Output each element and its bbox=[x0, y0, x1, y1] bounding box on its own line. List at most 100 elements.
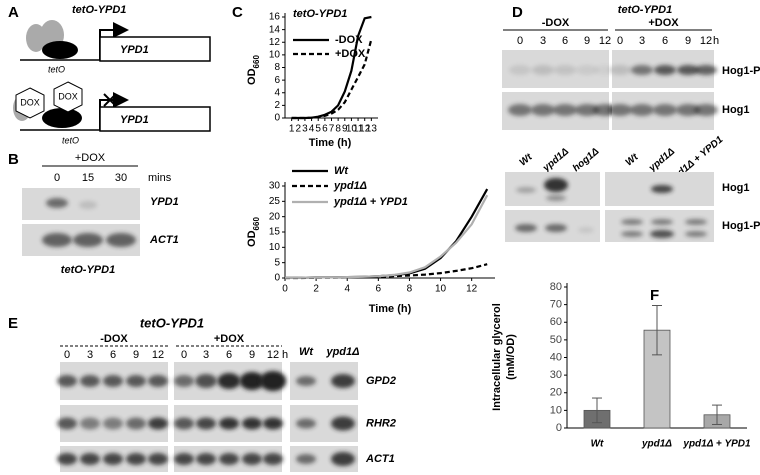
lane-label: 9 bbox=[249, 349, 255, 361]
strain-label: ypd1Δ bbox=[325, 346, 359, 358]
blot-band bbox=[103, 417, 123, 430]
blot-band bbox=[653, 104, 677, 116]
lane-label: 6 bbox=[662, 35, 668, 47]
y-tick-label: 20 bbox=[550, 387, 562, 399]
row-label: ACT1 bbox=[365, 453, 395, 465]
lane-label: 3 bbox=[540, 35, 546, 47]
lane-label: 12 bbox=[267, 349, 279, 361]
blot-title: tetO-YPD1 bbox=[140, 315, 204, 330]
panel-label: A bbox=[8, 4, 19, 21]
x-tick-label: 12 bbox=[359, 124, 371, 135]
x-tick-label: 4 bbox=[309, 124, 315, 135]
dox-label: DOX bbox=[20, 97, 40, 107]
blot-band bbox=[126, 375, 146, 387]
blot-band bbox=[553, 104, 577, 116]
blot-band bbox=[259, 371, 287, 391]
blot-band bbox=[578, 227, 594, 233]
x-tick-label: 2 bbox=[296, 124, 302, 135]
blot-band bbox=[695, 65, 717, 75]
lane-label: 3 bbox=[639, 35, 645, 47]
blot-band bbox=[654, 65, 676, 75]
blot-band bbox=[263, 417, 283, 430]
x-tick-label: 10 bbox=[346, 124, 358, 135]
blot-title: tetO-YPD1 bbox=[618, 4, 672, 16]
blot-band bbox=[42, 233, 72, 247]
panel-label: B bbox=[8, 151, 19, 168]
row-label: Hog1-P bbox=[722, 65, 760, 77]
row-label: ACT1 bbox=[149, 234, 179, 246]
blot-band bbox=[219, 453, 239, 465]
x-tick-label: 8 bbox=[335, 124, 341, 135]
blot-band bbox=[676, 104, 700, 116]
promoter-diagram-off bbox=[13, 81, 211, 132]
row-label: YPD1 bbox=[150, 196, 179, 208]
legend-label: Wt bbox=[334, 165, 349, 177]
blot-band bbox=[217, 373, 241, 389]
row-label: RHR2 bbox=[366, 417, 396, 429]
blot-band bbox=[174, 453, 194, 465]
blot-band bbox=[575, 104, 599, 116]
lane-label: 30 bbox=[115, 172, 127, 184]
y-tick-label: 0 bbox=[274, 113, 280, 124]
blot-band bbox=[331, 416, 355, 431]
x-axis-label: Time (h) bbox=[369, 303, 412, 315]
legend-label: +DOX bbox=[335, 48, 366, 60]
panel-label: C bbox=[232, 4, 243, 21]
x-tick-label: 5 bbox=[315, 124, 321, 135]
blot-band bbox=[677, 65, 699, 75]
lane-label: 0 bbox=[617, 35, 623, 47]
blot-band bbox=[545, 224, 567, 232]
blot-band bbox=[126, 417, 146, 430]
promoter-label: tetO bbox=[62, 135, 79, 145]
y-tick-label: 2 bbox=[274, 100, 280, 111]
x-tick-label: ypd1Δ bbox=[641, 439, 672, 450]
y-tick-label: 40 bbox=[550, 351, 562, 363]
blot-band bbox=[331, 374, 355, 388]
lane-label: 12 bbox=[152, 349, 164, 361]
blot-band bbox=[106, 233, 136, 247]
y-tick-label: 6 bbox=[274, 75, 280, 86]
blot-band bbox=[80, 417, 100, 430]
blot-band bbox=[174, 375, 194, 387]
blot-band bbox=[80, 375, 100, 387]
y-axis-label-subscript: 660 bbox=[252, 55, 261, 69]
y-tick-label: 10 bbox=[550, 404, 562, 416]
x-tick-label: 0 bbox=[282, 284, 288, 295]
lane-label: 9 bbox=[133, 349, 139, 361]
row-label: GPD2 bbox=[366, 375, 396, 387]
blot-band bbox=[546, 195, 566, 201]
promoter-diagram-on bbox=[20, 20, 211, 62]
group-label: -DOX bbox=[542, 17, 570, 29]
blot-band bbox=[331, 452, 355, 466]
blot-band bbox=[685, 231, 707, 237]
x-tick-label: 6 bbox=[376, 284, 382, 295]
y-tick-label: 80 bbox=[550, 281, 562, 293]
lane-label: 15 bbox=[82, 172, 94, 184]
blot-band bbox=[46, 198, 68, 208]
blot-band bbox=[608, 104, 632, 116]
y-tick-label: 16 bbox=[269, 12, 281, 23]
promoter-label: tetO bbox=[48, 64, 65, 74]
blot-band bbox=[515, 224, 537, 232]
y-tick-label: 70 bbox=[550, 299, 562, 311]
blot-band bbox=[57, 375, 77, 387]
blot-band bbox=[80, 453, 100, 465]
blot-band bbox=[174, 417, 194, 430]
blot-band bbox=[516, 187, 536, 193]
lane-label: 0 bbox=[517, 35, 523, 47]
data-line bbox=[291, 15, 372, 120]
blot-band bbox=[196, 453, 216, 465]
lane-label: 3 bbox=[203, 349, 209, 361]
y-tick-label: 8 bbox=[274, 62, 280, 73]
legend-label: -DOX bbox=[335, 34, 363, 46]
blot-band bbox=[148, 417, 168, 430]
unit-label: mins bbox=[148, 172, 172, 184]
strain-label: Wt bbox=[518, 151, 535, 168]
panel-label: F bbox=[650, 287, 659, 304]
y-axis-label-subscript: 660 bbox=[252, 217, 261, 231]
strain-label: Wt bbox=[299, 346, 314, 358]
y-axis-label: OD660 bbox=[246, 55, 261, 85]
chart-title: tetO-YPD1 bbox=[293, 8, 347, 20]
x-tick-label: 6 bbox=[322, 124, 328, 135]
